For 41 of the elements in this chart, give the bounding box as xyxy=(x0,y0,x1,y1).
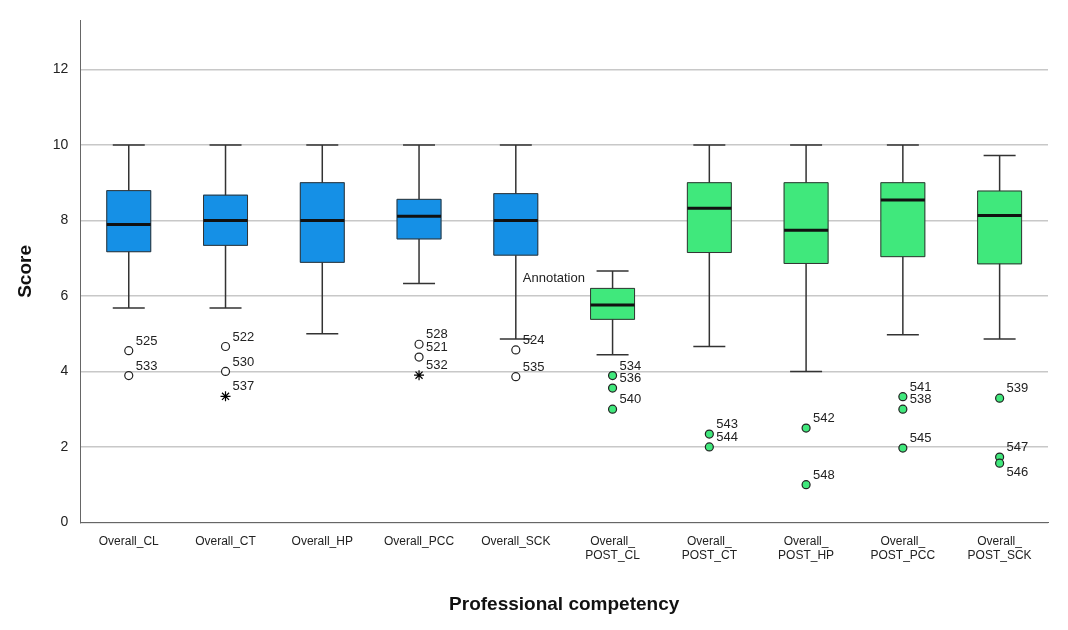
annotation: 525 xyxy=(135,332,158,348)
x-tick-label: Overall_POST_CT xyxy=(681,533,738,563)
x-tick-label: Overall_POST_SCK xyxy=(967,533,1032,563)
x-tick-label: Overall_POST_CL xyxy=(585,533,641,563)
y-tick-label: 4 xyxy=(60,362,69,379)
x-tick-label: Overall_POST_PCC xyxy=(870,533,936,563)
y-tick-label: 12 xyxy=(52,60,69,77)
annotation: 528 xyxy=(426,326,448,342)
annotation: 530 xyxy=(232,353,255,369)
annotation: 534 xyxy=(619,357,642,373)
y-tick-label: 0 xyxy=(60,513,69,530)
annotation: 521 xyxy=(426,339,448,355)
annotation: 540 xyxy=(619,391,642,407)
annotation: 548 xyxy=(813,466,835,482)
x-tick-label: Overall_CT xyxy=(195,533,257,548)
y-tick-label: 10 xyxy=(52,135,69,152)
annotation: 546 xyxy=(1006,464,1029,480)
annotation: 542 xyxy=(813,410,835,426)
x-tick-label: Overall_POST_HP xyxy=(778,533,835,563)
y-tick-label: 2 xyxy=(60,437,69,454)
annotation: 522 xyxy=(232,328,255,344)
x-tick-label: Overall_CL xyxy=(98,533,160,548)
annotation: 533 xyxy=(135,357,158,373)
y-tick-label: 6 xyxy=(60,286,69,303)
x-axis-title: Professional competency xyxy=(449,592,680,614)
annotation: 547 xyxy=(1006,439,1029,455)
annotation: 532 xyxy=(426,357,448,373)
x-tick-label: Overall_HP xyxy=(291,533,353,548)
x-tick-label: Overall_SCK xyxy=(481,533,551,548)
annotation: Annotation xyxy=(522,270,585,286)
annotation: 539 xyxy=(1006,380,1029,396)
x-tick-label: Overall_PCC xyxy=(384,533,455,548)
annotation: 524 xyxy=(522,331,545,347)
y-axis-title: Score xyxy=(13,244,35,298)
annotation: 538 xyxy=(909,391,932,407)
y-tick-label: 8 xyxy=(60,211,69,228)
annotation: 545 xyxy=(909,430,932,446)
annotation: 536 xyxy=(619,370,642,386)
annotation: 535 xyxy=(522,358,545,374)
annotation: 541 xyxy=(909,378,932,394)
annotation: 537 xyxy=(232,378,255,394)
